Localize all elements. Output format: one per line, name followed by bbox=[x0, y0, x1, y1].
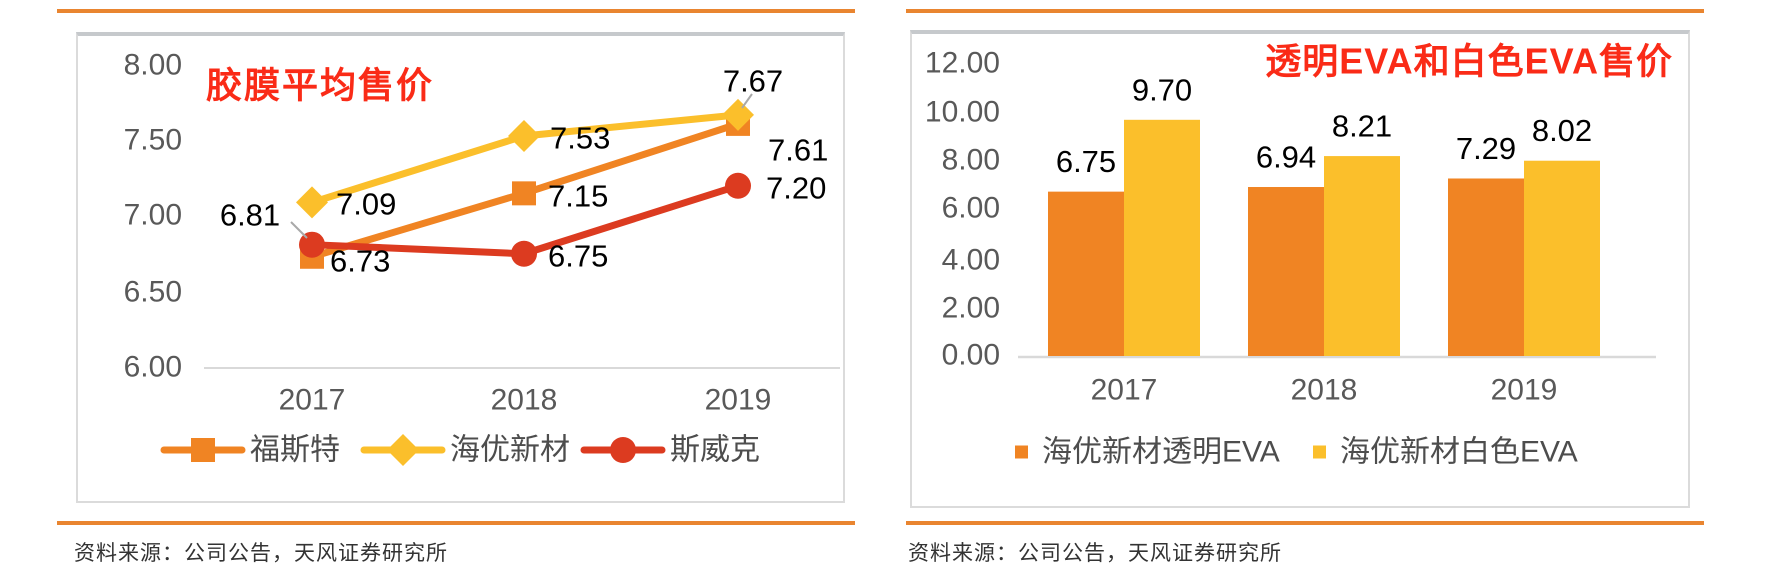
y-axis-tick-label: 6.00 bbox=[942, 192, 1000, 225]
legend-label: 海优新材白色EVA bbox=[1340, 436, 1578, 469]
data-label: 6.75 bbox=[548, 239, 608, 274]
eva-price-bar-chart: 透明EVA和白色EVA售价 12.00 10.00 8.00 6.00 4.00 2.00 0… bbox=[925, 41, 1673, 469]
legend-marker bbox=[387, 434, 419, 466]
data-label: 7.15 bbox=[548, 179, 608, 214]
film-asp-line-chart: 胶膜平均售价 8.00 7.50 7.00 6.50 6.00 2017 2018 2019 6.… bbox=[124, 49, 840, 467]
right-top-rule bbox=[906, 9, 1704, 13]
bar-value-label: 8.21 bbox=[1332, 109, 1392, 144]
marker-s2-p1 bbox=[511, 240, 537, 267]
bar-value-label: 7.29 bbox=[1456, 131, 1516, 166]
bar-2018-s0 bbox=[1248, 187, 1324, 356]
marker-s2-p0 bbox=[299, 231, 325, 258]
y-axis-tick-label: 0.00 bbox=[942, 339, 1000, 372]
y-axis-tick-label: 12.00 bbox=[925, 47, 1000, 80]
x-axis-tick-label: 2017 bbox=[279, 384, 346, 417]
x-axis-tick-label: 2018 bbox=[491, 384, 558, 417]
data-label: 6.81 bbox=[220, 198, 280, 233]
x-axis-tick-label: 2018 bbox=[1291, 374, 1358, 407]
bar-2017-s1 bbox=[1124, 119, 1200, 357]
y-axis-tick-label: 4.00 bbox=[942, 244, 1000, 277]
data-label: 7.20 bbox=[766, 171, 826, 206]
bar-2017-s0 bbox=[1048, 191, 1124, 356]
y-axis-tick-label: 7.50 bbox=[124, 124, 182, 157]
legend-swatch bbox=[1313, 445, 1326, 459]
data-label: 7.53 bbox=[550, 121, 610, 156]
y-axis-tick-label: 7.00 bbox=[124, 199, 182, 232]
marker-s1-p1 bbox=[508, 119, 540, 152]
y-axis-tick-label: 6.50 bbox=[124, 276, 182, 309]
bar-2019-s0 bbox=[1448, 178, 1524, 356]
data-label: 7.09 bbox=[336, 187, 396, 222]
right-chart-box: 透明EVA和白色EVA售价 12.00 10.00 8.00 6.00 4.00 2.00 0… bbox=[910, 30, 1690, 508]
data-label: 6.73 bbox=[330, 244, 390, 279]
marker-s0-p1 bbox=[512, 181, 536, 206]
y-axis-tick-label: 8.00 bbox=[124, 49, 182, 82]
left-chart-box: 胶膜平均售价 8.00 7.50 7.00 6.50 6.00 2017 2018 2019 6.… bbox=[76, 32, 845, 503]
leader-line bbox=[741, 93, 753, 109]
bar-2018-s1 bbox=[1324, 156, 1400, 356]
x-axis-tick-label: 2017 bbox=[1091, 374, 1158, 407]
marker-s2-p2 bbox=[725, 172, 751, 199]
legend-swatch bbox=[1015, 445, 1028, 459]
bar-value-label: 6.75 bbox=[1056, 144, 1116, 179]
marker-s1-p2 bbox=[722, 98, 754, 131]
bar-value-label: 6.94 bbox=[1256, 140, 1316, 175]
legend-marker bbox=[610, 437, 636, 463]
legend-marker bbox=[191, 438, 215, 462]
chart-title: 胶膜平均售价 bbox=[206, 65, 434, 106]
right-source-note: 资料来源：公司公告，天风证券研究所 bbox=[908, 542, 1282, 565]
y-axis-tick-label: 10.00 bbox=[925, 96, 1000, 129]
left-top-rule bbox=[57, 9, 855, 13]
marker-s1-p0 bbox=[296, 186, 328, 219]
y-axis-tick-label: 8.00 bbox=[942, 144, 1000, 177]
legend-label: 福斯特 bbox=[250, 434, 340, 467]
bar-value-label: 8.02 bbox=[1532, 113, 1592, 148]
data-label: 7.67 bbox=[723, 64, 783, 99]
legend-label: 海优新材透明EVA bbox=[1042, 436, 1280, 469]
bar-2019-s1 bbox=[1524, 160, 1600, 356]
x-axis-tick-label: 2019 bbox=[705, 384, 772, 417]
left-bottom-rule bbox=[57, 521, 855, 525]
data-label: 7.61 bbox=[768, 133, 828, 168]
y-axis-tick-label: 2.00 bbox=[942, 292, 1000, 325]
legend-label: 海优新材 bbox=[450, 434, 570, 467]
left-source-note: 资料来源：公司公告，天风证券研究所 bbox=[74, 542, 448, 565]
bar-value-label: 9.70 bbox=[1132, 72, 1192, 107]
legend-label: 斯威克 bbox=[670, 434, 760, 467]
y-axis-tick-label: 6.00 bbox=[124, 351, 182, 384]
leader-line bbox=[290, 221, 308, 239]
chart-title: 透明EVA和白色EVA售价 bbox=[1265, 41, 1673, 82]
x-axis-tick-label: 2019 bbox=[1491, 374, 1558, 407]
right-bottom-rule bbox=[906, 521, 1704, 525]
